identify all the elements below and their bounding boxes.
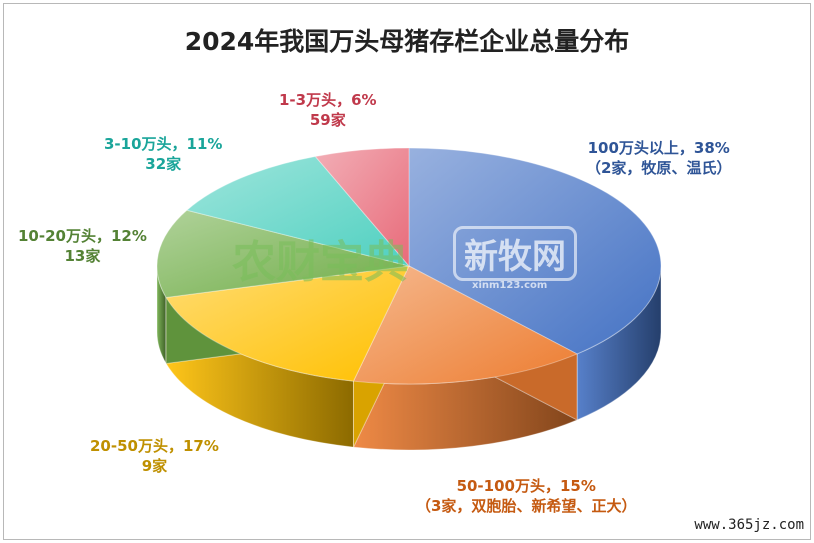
pie-slice-1 bbox=[352, 265, 579, 385]
slice-label-3-count: 13家 bbox=[64, 247, 101, 265]
slice-label-1-percent: 50-100万头，15% bbox=[456, 477, 596, 495]
slice-label-1-count: （3家，双胞胎、新希望、正大） bbox=[416, 497, 637, 515]
pie-slice-3 bbox=[156, 209, 410, 298]
pie-slice-0 bbox=[408, 147, 662, 355]
site-url: www.365jz.com bbox=[694, 517, 804, 533]
watermark-xinmu: 新牧网 bbox=[453, 226, 577, 281]
watermark-nongcai: 农财宝典 bbox=[232, 237, 408, 288]
chart-frame: 2024年我国万头母猪存栏企业总量分布 农财宝典 新牧网 xinm123.com… bbox=[3, 3, 811, 540]
pie-slice-4 bbox=[185, 155, 411, 267]
slice-label-5-count: 59家 bbox=[309, 111, 346, 129]
slice-label-3: 10-20万头，12% 13家 bbox=[18, 226, 147, 266]
pie-slice-5 bbox=[314, 147, 410, 268]
slice-label-3-percent: 10-20万头，12% bbox=[18, 227, 147, 245]
slice-label-0: 100万头以上，38% （2家，牧原、温氏） bbox=[586, 138, 731, 178]
slice-label-2-percent: 20-50万头，17% bbox=[90, 437, 219, 455]
slice-label-5: 1-3万头，6% 59家 bbox=[279, 90, 377, 130]
watermark-xinmu-url: xinm123.com bbox=[472, 280, 548, 291]
slice-label-1: 50-100万头，15% （3家，双胞胎、新希望、正大） bbox=[416, 476, 636, 516]
slice-label-0-count: （2家，牧原、温氏） bbox=[586, 159, 732, 177]
pie-slice-2 bbox=[165, 265, 410, 382]
slice-label-5-percent: 1-3万头，6% bbox=[279, 91, 377, 109]
slice-label-2: 20-50万头，17% 9家 bbox=[90, 436, 219, 476]
slice-label-2-count: 9家 bbox=[141, 457, 168, 475]
pie-chart bbox=[156, 147, 662, 451]
slice-label-4-count: 32家 bbox=[145, 155, 182, 173]
slice-label-0-percent: 100万头以上，38% bbox=[587, 139, 730, 157]
pie-side-2 bbox=[165, 295, 354, 448]
chart-title: 2024年我国万头母猪存栏企业总量分布 bbox=[184, 27, 630, 56]
slice-label-4-percent: 3-10万头，11% bbox=[104, 135, 223, 153]
slice-label-4: 3-10万头，11% 32家 bbox=[104, 134, 222, 174]
